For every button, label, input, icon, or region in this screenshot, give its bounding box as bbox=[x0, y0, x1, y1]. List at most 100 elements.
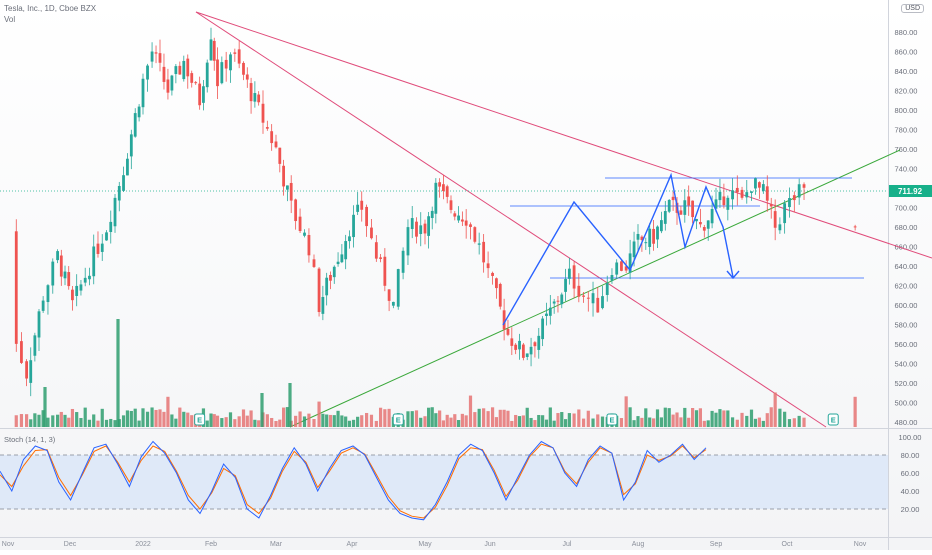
pattern-path[interactable] bbox=[502, 172, 734, 326]
volume-bar bbox=[537, 414, 541, 427]
volume-bar bbox=[632, 420, 636, 427]
candle-body bbox=[265, 127, 269, 129]
volume-bar bbox=[783, 411, 787, 427]
candle-body bbox=[46, 285, 50, 303]
stoch-tick-label: 100.00 bbox=[899, 433, 922, 442]
y-tick-label: 740.00 bbox=[895, 165, 918, 174]
volume-bar bbox=[351, 419, 356, 427]
volume-bar bbox=[46, 417, 50, 427]
volume-bar bbox=[722, 410, 726, 427]
candle-body bbox=[761, 184, 765, 192]
volume-bar bbox=[853, 396, 857, 427]
volume-bar bbox=[533, 420, 537, 427]
candle-body bbox=[146, 65, 149, 80]
volume-bar bbox=[765, 413, 769, 427]
volume-bar bbox=[19, 414, 24, 427]
volume-bar bbox=[125, 410, 130, 427]
candle-body bbox=[660, 220, 663, 232]
candle-body bbox=[270, 131, 274, 144]
symbol-title[interactable]: Tesla, Inc., 1D, Cboe BZX bbox=[4, 4, 97, 13]
volume-bar bbox=[514, 414, 518, 427]
earnings-marker-label: E bbox=[396, 416, 401, 425]
volume-bar bbox=[170, 414, 174, 427]
candle-body bbox=[41, 300, 45, 311]
candle-body bbox=[257, 94, 261, 103]
candle-body bbox=[274, 141, 278, 148]
candle-body bbox=[261, 103, 265, 123]
candle-body bbox=[624, 266, 628, 271]
volume-bar bbox=[96, 420, 100, 427]
upper-trendline[interactable] bbox=[195, 11, 932, 259]
candle-body bbox=[656, 226, 659, 240]
candle-body bbox=[473, 227, 477, 242]
earnings-marker[interactable] bbox=[392, 413, 404, 426]
volume-bar bbox=[572, 413, 576, 427]
volume-bar bbox=[356, 416, 360, 427]
y-tick-label: 640.00 bbox=[895, 262, 918, 271]
candle-body bbox=[438, 182, 442, 187]
volume-bar bbox=[663, 407, 667, 427]
candle-body bbox=[198, 83, 202, 106]
candle-body bbox=[190, 73, 194, 83]
volume-bar bbox=[586, 410, 590, 427]
candle-body bbox=[83, 277, 87, 283]
volume-bar bbox=[59, 411, 63, 427]
x-tick-label: Nov bbox=[2, 541, 15, 548]
candle-body bbox=[702, 227, 706, 231]
candle-body bbox=[340, 254, 344, 263]
currency-badge[interactable]: USD bbox=[901, 4, 924, 13]
volume-bar bbox=[317, 401, 321, 427]
candle-body bbox=[498, 283, 502, 307]
candle-body bbox=[591, 293, 595, 304]
volume-bar bbox=[510, 420, 514, 427]
volume-bar bbox=[600, 416, 605, 427]
candle-body bbox=[506, 328, 510, 335]
candle-body bbox=[601, 296, 604, 309]
volume-bar bbox=[212, 414, 216, 427]
candle-body bbox=[312, 259, 316, 267]
candle-body bbox=[695, 218, 698, 222]
last-price-label: 711.92 bbox=[898, 187, 923, 196]
candle-body bbox=[514, 344, 518, 350]
candle-body bbox=[170, 75, 174, 91]
candle-body bbox=[620, 261, 623, 271]
stoch-tick-label: 20.00 bbox=[901, 505, 920, 514]
volume-bar bbox=[378, 407, 383, 427]
candle-body bbox=[360, 200, 364, 210]
earnings-marker[interactable] bbox=[606, 413, 618, 426]
volume-bar bbox=[51, 415, 55, 427]
volume-bar bbox=[137, 420, 141, 427]
volume-bar bbox=[178, 407, 182, 427]
volume-bar bbox=[336, 410, 340, 427]
candle-body bbox=[778, 224, 782, 231]
volume-bar bbox=[56, 414, 60, 427]
y-tick-label: 840.00 bbox=[895, 67, 918, 76]
y-tick-label: 500.00 bbox=[895, 399, 918, 408]
volume-bar bbox=[769, 407, 773, 427]
volume-bar bbox=[652, 418, 656, 427]
volume-bar bbox=[154, 409, 158, 427]
volume-bar bbox=[679, 417, 683, 427]
candle-body bbox=[552, 301, 556, 304]
candle-body bbox=[29, 360, 33, 383]
volume-bar bbox=[691, 408, 695, 427]
volume-bar bbox=[174, 418, 178, 427]
candle-body bbox=[518, 340, 521, 350]
steep-trendline[interactable] bbox=[195, 11, 827, 428]
candle-body bbox=[129, 134, 133, 157]
candle-body bbox=[92, 246, 96, 277]
earnings-marker[interactable] bbox=[827, 413, 839, 426]
earnings-marker[interactable] bbox=[194, 413, 206, 426]
volume-bar bbox=[560, 412, 564, 427]
candle-body bbox=[726, 197, 730, 210]
candle-body bbox=[286, 185, 289, 190]
volume-legend[interactable]: Vol bbox=[4, 15, 16, 24]
candle-body bbox=[37, 311, 41, 338]
stoch-legend[interactable]: Stoch (14, 1, 3) bbox=[4, 435, 56, 444]
last-price-badge bbox=[889, 185, 932, 197]
volume-bar bbox=[581, 418, 586, 427]
candle-body bbox=[117, 185, 121, 201]
volume-bar bbox=[706, 420, 710, 427]
candle-body bbox=[415, 221, 418, 237]
volume-bar bbox=[577, 409, 581, 427]
